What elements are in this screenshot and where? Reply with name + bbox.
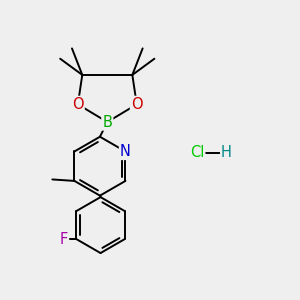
Text: F: F: [60, 232, 68, 247]
Text: H: H: [221, 146, 232, 160]
Text: O: O: [131, 97, 142, 112]
Text: N: N: [120, 144, 131, 159]
Text: Cl: Cl: [190, 146, 204, 160]
Text: B: B: [102, 115, 112, 130]
Text: O: O: [72, 97, 84, 112]
